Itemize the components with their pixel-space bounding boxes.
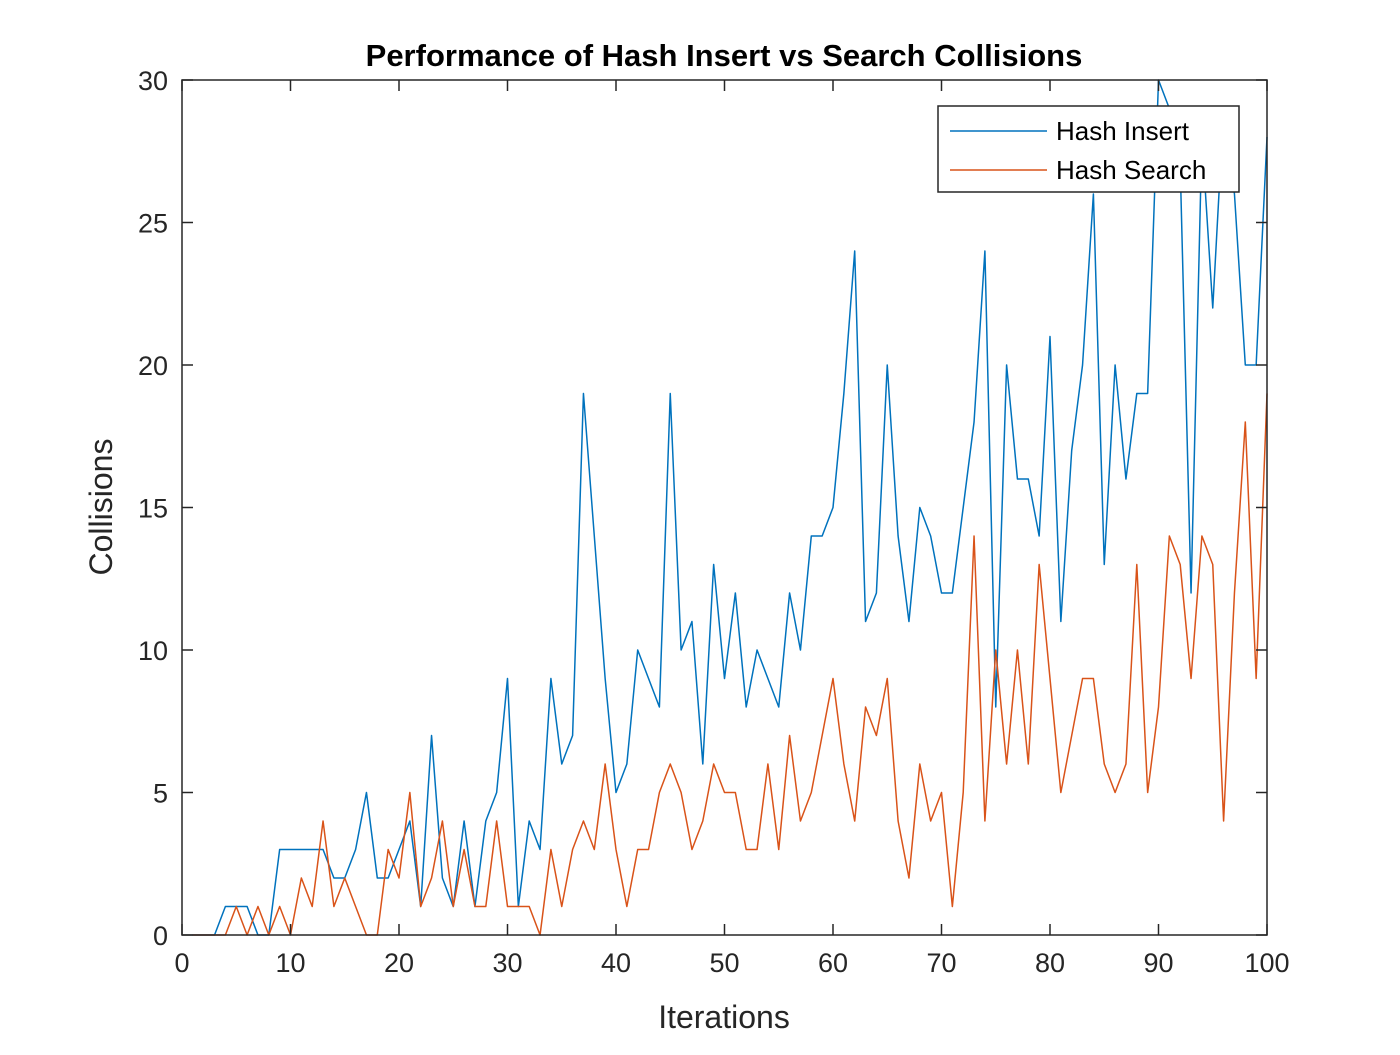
- series-line-hash-insert: [192, 79, 1268, 936]
- x-tick-label: 60: [818, 948, 848, 978]
- x-tick-label: 0: [174, 948, 189, 978]
- chart-title: Performance of Hash Insert vs Search Col…: [366, 38, 1083, 73]
- plot-background: [182, 80, 1267, 935]
- x-tick-label: 30: [492, 948, 522, 978]
- y-tick-label: 10: [138, 636, 168, 666]
- legend-label-hash-insert: Hash Insert: [1056, 116, 1190, 146]
- x-axis-label: Iterations: [658, 999, 790, 1035]
- x-tick-label: 90: [1143, 948, 1173, 978]
- legend: Hash Insert Hash Search: [937, 105, 1240, 193]
- x-tick-label: 50: [709, 948, 739, 978]
- legend-label-hash-search: Hash Search: [1056, 155, 1206, 185]
- y-tick-label: 25: [138, 209, 168, 239]
- x-tick-label: 100: [1244, 948, 1289, 978]
- x-tick-label: 10: [275, 948, 305, 978]
- y-tick-label: 5: [153, 779, 168, 809]
- x-tick-label: 80: [1035, 948, 1065, 978]
- y-axis-label: Collisions: [83, 439, 119, 576]
- x-tick-label: 40: [601, 948, 631, 978]
- x-tick-label: 20: [384, 948, 414, 978]
- x-tick-label: 70: [926, 948, 956, 978]
- y-tick-label: 20: [138, 351, 168, 381]
- y-tick-label: 30: [138, 66, 168, 96]
- legend-box: [937, 105, 1240, 193]
- tick-layer: 0 10 20 30 40 50 60 70 80 90 100 0 5 10 15 20 25 30: [138, 66, 1290, 978]
- y-tick-label: 0: [153, 921, 168, 951]
- y-tick-label: 15: [138, 494, 168, 524]
